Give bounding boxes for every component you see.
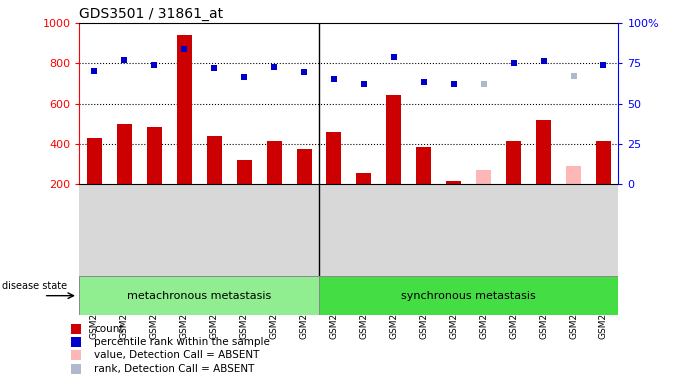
Bar bbox=[416, 147, 431, 184]
Bar bbox=[117, 124, 132, 184]
Bar bbox=[446, 181, 461, 184]
Bar bbox=[146, 127, 162, 184]
Text: percentile rank within the sample: percentile rank within the sample bbox=[94, 337, 270, 347]
Text: synchronous metastasis: synchronous metastasis bbox=[401, 291, 536, 301]
Bar bbox=[476, 170, 491, 184]
Text: metachronous metastasis: metachronous metastasis bbox=[127, 291, 272, 301]
Bar bbox=[326, 132, 341, 184]
Bar bbox=[267, 141, 281, 184]
Bar bbox=[506, 141, 521, 184]
Bar bbox=[207, 136, 222, 184]
Text: count: count bbox=[94, 323, 124, 334]
Text: disease state: disease state bbox=[1, 281, 67, 291]
Bar bbox=[357, 173, 371, 184]
FancyBboxPatch shape bbox=[319, 276, 618, 315]
Text: rank, Detection Call = ABSENT: rank, Detection Call = ABSENT bbox=[94, 364, 254, 374]
Bar bbox=[386, 94, 401, 184]
Bar bbox=[296, 149, 312, 184]
Bar bbox=[177, 35, 191, 184]
FancyBboxPatch shape bbox=[79, 276, 319, 315]
Text: value, Detection Call = ABSENT: value, Detection Call = ABSENT bbox=[94, 350, 260, 360]
Text: GDS3501 / 31861_at: GDS3501 / 31861_at bbox=[79, 7, 224, 21]
Bar bbox=[596, 141, 611, 184]
Bar bbox=[536, 120, 551, 184]
Bar bbox=[566, 166, 581, 184]
Bar bbox=[236, 160, 252, 184]
Bar bbox=[87, 138, 102, 184]
